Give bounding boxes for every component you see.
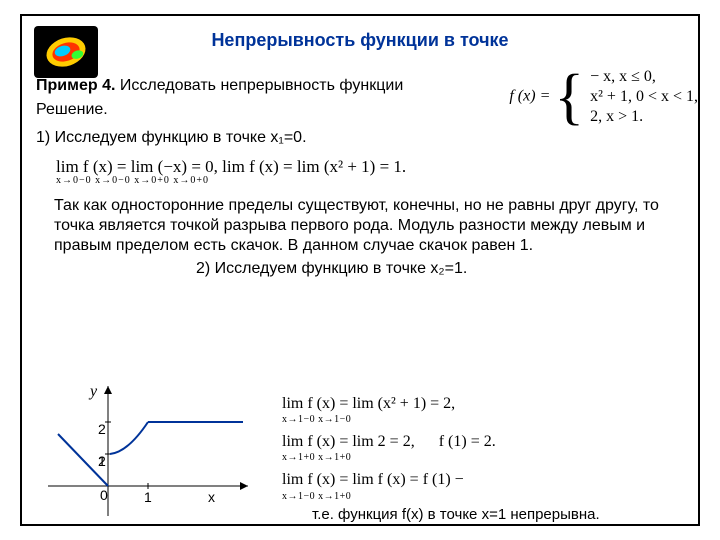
step-1: 1) Исследуем функцию в точке x₁=0.	[36, 129, 684, 147]
svg-text:x: x	[208, 489, 215, 505]
piecewise-definition: f (x) = { − x, x ≤ 0, x² + 1, 0 < x < 1,…	[509, 66, 698, 128]
explanation-text: Так как односторонние пределы существуют…	[54, 196, 666, 256]
limits-at-1: lim f (x) = lim (x² + 1) = 2, x→1−0 x→1−…	[282, 390, 496, 505]
svg-text:0: 0	[100, 487, 108, 503]
svg-text:1: 1	[98, 453, 106, 469]
svg-text:1: 1	[144, 489, 152, 505]
limits-row-1: lim f (x) = lim (−x) = 0, lim f (x) = li…	[56, 157, 684, 186]
slide-title: Непрерывность функции в точке	[36, 30, 684, 51]
svg-text:y: y	[88, 386, 98, 400]
logo-image	[34, 26, 98, 78]
example-text: Исследовать непрерывность функции	[120, 77, 403, 94]
function-graph: y 2 2 1 0 1 x	[48, 386, 248, 526]
svg-text:2: 2	[98, 421, 106, 437]
conclusion-text: т.е. функция f(x) в точке x=1 непрерывна…	[312, 506, 600, 523]
step-2: 2) Исследуем функцию в точке x₂=1.	[196, 260, 684, 278]
example-label: Пример 4.	[36, 77, 115, 94]
